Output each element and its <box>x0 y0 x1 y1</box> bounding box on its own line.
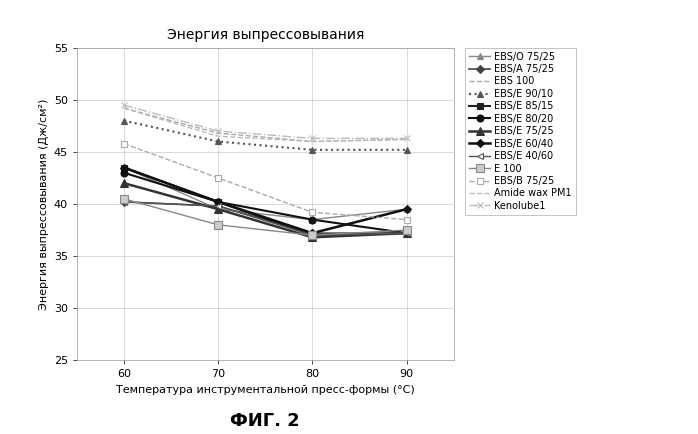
Amide wax PM1 <box>309 139 317 144</box>
EBS/E 85/15 <box>402 230 410 236</box>
X-axis label: Температура инструментальной пресс-формы (°C): Температура инструментальной пресс-формы… <box>116 385 415 395</box>
Line: EBS/E 75/25: EBS/E 75/25 <box>120 179 410 241</box>
EBS/O 75/25 <box>214 207 222 212</box>
Line: EBS/E 85/15: EBS/E 85/15 <box>121 164 410 239</box>
EBS/E 90/10 <box>214 139 222 144</box>
Line: EBS/E 40/60: EBS/E 40/60 <box>121 198 410 239</box>
Amide wax PM1 <box>119 105 128 111</box>
EBS/A 75/25 <box>402 230 410 236</box>
EBS/E 60/40 <box>214 199 222 204</box>
EBS 100 <box>214 131 222 136</box>
Line: E 100: E 100 <box>120 194 410 240</box>
EBS/O 75/25 <box>402 207 410 212</box>
Line: Amide wax PM1: Amide wax PM1 <box>124 108 406 141</box>
EBS/E 60/40 <box>309 230 317 236</box>
Kenolube1 <box>214 128 222 134</box>
EBS/E 40/60 <box>402 230 410 236</box>
EBS/E 85/15 <box>119 165 128 170</box>
EBS/E 85/15 <box>309 233 317 238</box>
Line: EBS/A 75/25: EBS/A 75/25 <box>121 199 409 236</box>
EBS/A 75/25 <box>214 204 222 209</box>
E 100 <box>214 222 222 227</box>
E 100 <box>402 227 410 233</box>
EBS/A 75/25 <box>309 230 317 236</box>
Line: EBS/E 90/10: EBS/E 90/10 <box>121 117 410 153</box>
Line: EBS/E 60/40: EBS/E 60/40 <box>121 165 409 236</box>
Kenolube1 <box>309 136 317 141</box>
Line: EBS/O 75/25: EBS/O 75/25 <box>121 164 410 223</box>
E 100 <box>119 196 128 201</box>
EBS/E 40/60 <box>119 199 128 204</box>
EBS/O 75/25 <box>309 217 317 222</box>
Line: EBS/B 75/25: EBS/B 75/25 <box>121 140 410 223</box>
EBS/E 80/20 <box>119 170 128 175</box>
Amide wax PM1 <box>402 137 410 142</box>
Kenolube1 <box>402 136 410 141</box>
EBS/E 75/25 <box>402 230 410 236</box>
EBS/E 75/25 <box>214 207 222 212</box>
Amide wax PM1 <box>214 134 222 139</box>
EBS/B 75/25 <box>214 175 222 181</box>
EBS/E 80/20 <box>309 217 317 222</box>
EBS/E 40/60 <box>214 204 222 209</box>
EBS/B 75/25 <box>119 141 128 146</box>
Kenolube1 <box>119 102 128 108</box>
E 100 <box>309 233 317 238</box>
EBS/E 60/40 <box>402 207 410 212</box>
EBS/E 80/20 <box>214 199 222 204</box>
EBS/E 90/10 <box>309 147 317 152</box>
Y-axis label: Энергия выпрессовывания (Дж/см²): Энергия выпрессовывания (Дж/см²) <box>39 98 50 310</box>
EBS/E 75/25 <box>309 235 317 240</box>
Text: ФИГ. 2: ФИГ. 2 <box>230 412 300 430</box>
EBS/E 85/15 <box>214 199 222 204</box>
EBS/E 60/40 <box>119 165 128 170</box>
EBS/E 75/25 <box>119 181 128 186</box>
EBS/B 75/25 <box>309 210 317 215</box>
EBS/O 75/25 <box>119 165 128 170</box>
Line: EBS 100: EBS 100 <box>124 108 406 141</box>
EBS/E 90/10 <box>402 147 410 152</box>
EBS/E 40/60 <box>309 233 317 238</box>
Line: Kenolube1: Kenolube1 <box>121 102 410 142</box>
EBS/E 80/20 <box>402 230 410 236</box>
EBS 100 <box>119 105 128 111</box>
Title: Энергия выпрессовывания: Энергия выпрессовывания <box>167 28 364 43</box>
EBS 100 <box>402 137 410 142</box>
EBS/B 75/25 <box>402 217 410 222</box>
Line: EBS/E 80/20: EBS/E 80/20 <box>121 169 410 237</box>
Legend: EBS/O 75/25, EBS/A 75/25, EBS 100, EBS/E 90/10, EBS/E 85/15, EBS/E 80/20, EBS/E : EBS/O 75/25, EBS/A 75/25, EBS 100, EBS/E… <box>465 48 576 215</box>
EBS 100 <box>309 139 317 144</box>
EBS/E 90/10 <box>119 118 128 123</box>
EBS/A 75/25 <box>119 199 128 204</box>
